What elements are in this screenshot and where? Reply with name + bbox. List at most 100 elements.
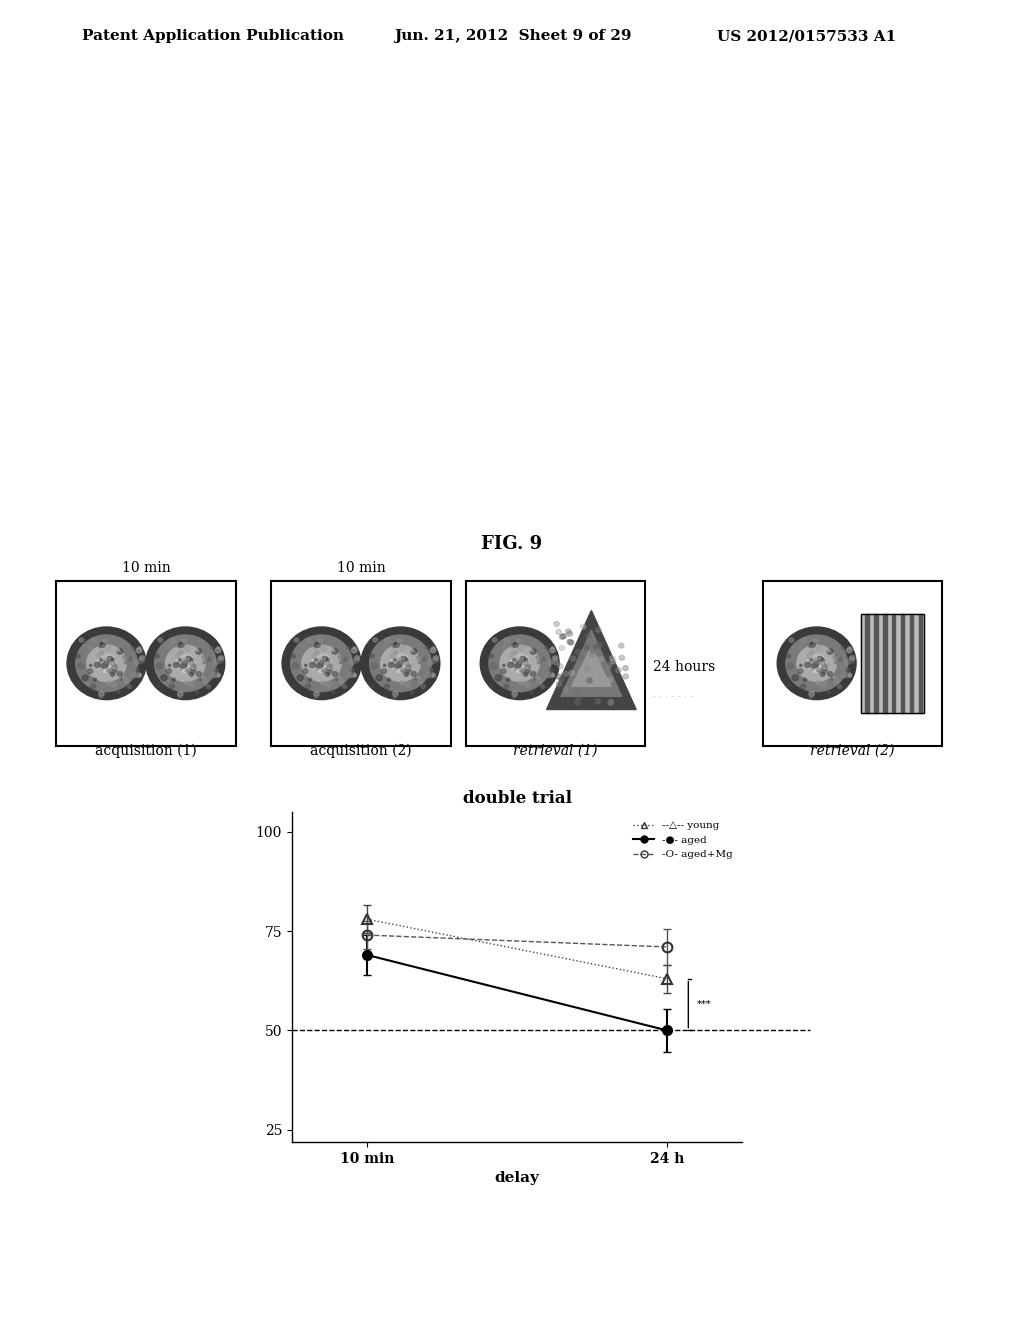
Circle shape <box>336 678 338 681</box>
Circle shape <box>848 673 852 677</box>
Circle shape <box>807 663 810 665</box>
Circle shape <box>318 661 324 665</box>
Circle shape <box>418 675 421 677</box>
Circle shape <box>848 647 851 649</box>
Circle shape <box>827 692 829 693</box>
Circle shape <box>179 665 183 668</box>
Circle shape <box>136 668 139 672</box>
Circle shape <box>82 675 88 681</box>
Text: 10 min: 10 min <box>122 561 170 574</box>
Circle shape <box>353 673 356 677</box>
Circle shape <box>814 663 816 665</box>
Circle shape <box>117 648 119 651</box>
Circle shape <box>417 655 422 660</box>
Circle shape <box>519 660 521 661</box>
Circle shape <box>297 675 303 681</box>
Circle shape <box>173 663 179 668</box>
Circle shape <box>394 668 397 671</box>
Circle shape <box>399 665 401 667</box>
Circle shape <box>311 663 314 665</box>
Circle shape <box>786 684 791 688</box>
Circle shape <box>519 669 522 672</box>
Circle shape <box>193 664 197 667</box>
Circle shape <box>523 672 527 676</box>
Circle shape <box>845 672 851 677</box>
Circle shape <box>193 653 197 657</box>
Circle shape <box>346 647 349 649</box>
Circle shape <box>517 653 520 656</box>
Circle shape <box>302 645 341 681</box>
Circle shape <box>124 678 129 684</box>
Circle shape <box>520 656 526 661</box>
Circle shape <box>810 668 813 671</box>
Circle shape <box>321 645 327 651</box>
Circle shape <box>97 663 102 668</box>
Circle shape <box>390 663 393 665</box>
Circle shape <box>166 645 205 681</box>
Circle shape <box>343 657 347 661</box>
Circle shape <box>404 659 409 661</box>
Circle shape <box>314 651 319 655</box>
Circle shape <box>376 675 382 681</box>
Circle shape <box>790 638 794 642</box>
Circle shape <box>551 673 555 677</box>
Circle shape <box>390 655 411 672</box>
Circle shape <box>604 653 609 659</box>
Circle shape <box>500 645 540 681</box>
Circle shape <box>524 659 527 661</box>
Circle shape <box>318 653 323 656</box>
Circle shape <box>294 638 299 642</box>
Circle shape <box>813 659 817 661</box>
Polygon shape <box>547 610 636 710</box>
Circle shape <box>406 671 410 675</box>
Circle shape <box>518 661 521 664</box>
Circle shape <box>179 643 181 644</box>
Bar <box>883 614 887 713</box>
Text: Patent Application Publication: Patent Application Publication <box>82 29 344 44</box>
Circle shape <box>371 663 378 669</box>
Circle shape <box>825 659 828 661</box>
Circle shape <box>515 663 520 668</box>
Circle shape <box>99 643 105 648</box>
Circle shape <box>565 630 571 634</box>
Circle shape <box>841 672 847 678</box>
Circle shape <box>850 656 855 660</box>
Circle shape <box>598 657 603 661</box>
Circle shape <box>304 664 307 667</box>
Circle shape <box>425 672 431 678</box>
Circle shape <box>559 635 565 639</box>
Circle shape <box>316 663 323 668</box>
Circle shape <box>327 671 331 675</box>
Circle shape <box>513 668 516 671</box>
Circle shape <box>327 665 332 671</box>
Circle shape <box>575 649 581 655</box>
Circle shape <box>620 655 625 660</box>
Circle shape <box>182 661 186 665</box>
Circle shape <box>394 643 396 644</box>
Circle shape <box>215 668 218 672</box>
Circle shape <box>777 627 856 700</box>
Circle shape <box>508 663 514 668</box>
Circle shape <box>524 671 529 675</box>
Circle shape <box>417 675 421 678</box>
Circle shape <box>522 668 525 671</box>
Circle shape <box>339 675 342 677</box>
Circle shape <box>489 684 494 688</box>
Circle shape <box>188 668 190 671</box>
Circle shape <box>200 678 202 681</box>
Circle shape <box>136 648 142 653</box>
Circle shape <box>519 681 523 685</box>
Circle shape <box>177 692 183 697</box>
Circle shape <box>517 661 522 665</box>
Circle shape <box>325 661 330 665</box>
Circle shape <box>309 663 315 668</box>
Circle shape <box>397 639 401 643</box>
Circle shape <box>816 665 818 667</box>
Circle shape <box>514 657 520 663</box>
Circle shape <box>156 663 163 669</box>
Circle shape <box>217 657 223 663</box>
X-axis label: delay: delay <box>495 1171 540 1185</box>
Circle shape <box>314 659 317 661</box>
Circle shape <box>185 668 189 672</box>
Circle shape <box>109 672 111 673</box>
